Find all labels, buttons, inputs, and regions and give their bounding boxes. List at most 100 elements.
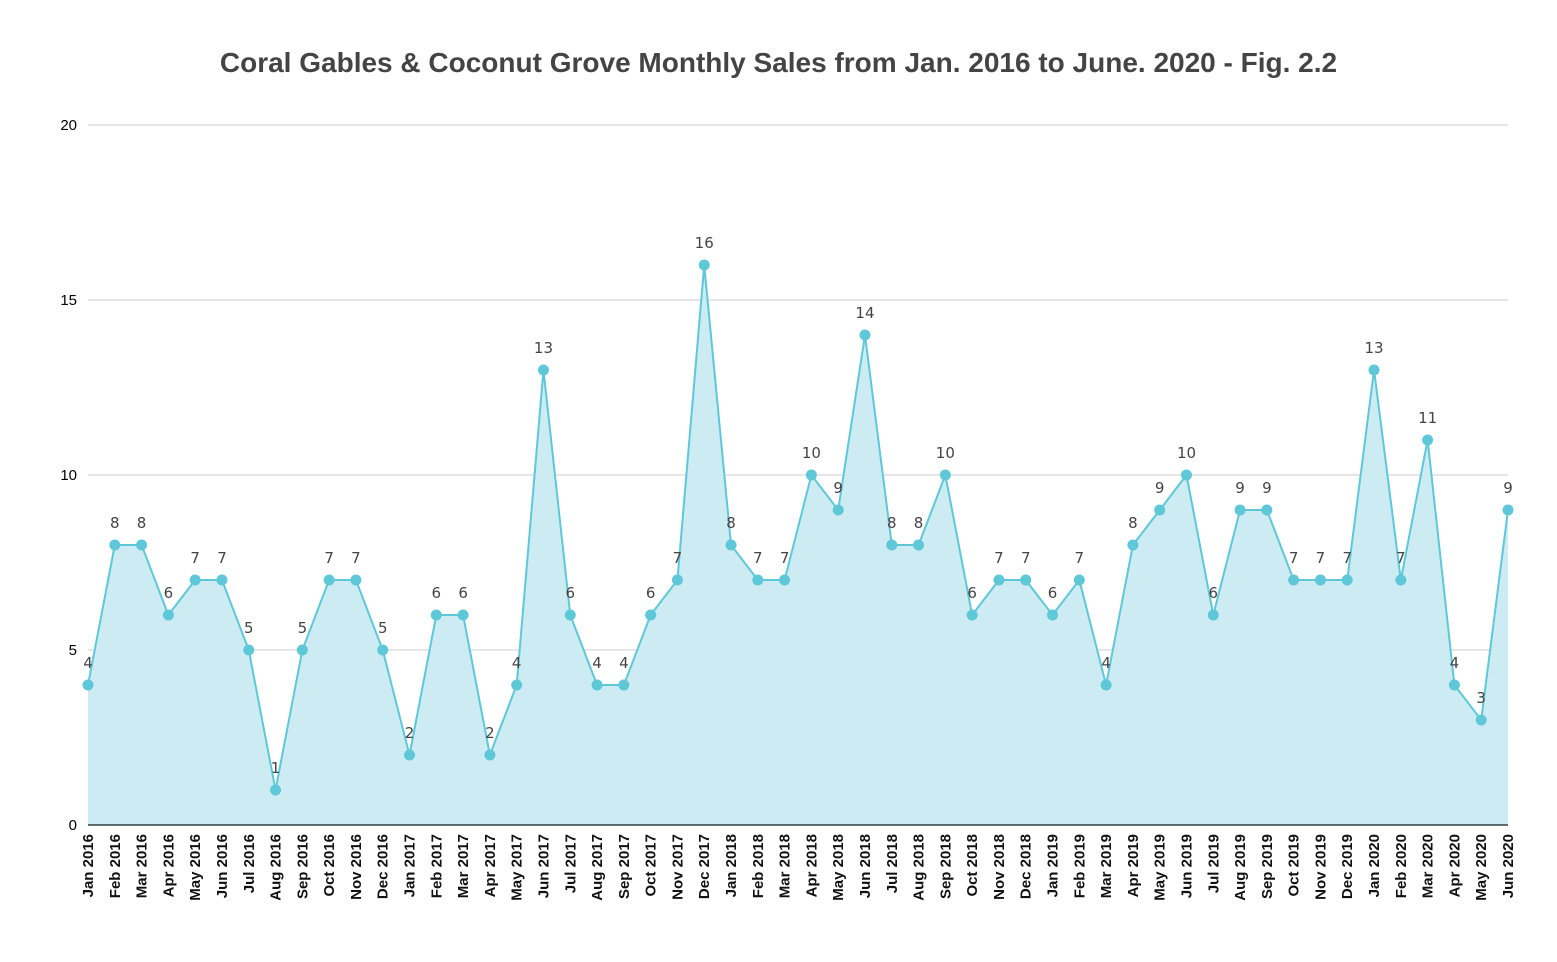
data-label: 9	[1235, 479, 1245, 497]
x-tick-label: Jul 2017	[562, 834, 579, 893]
data-label: 4	[592, 654, 602, 672]
x-tick-label: Jul 2019	[1205, 834, 1222, 893]
x-tick-label: Jan 2016	[80, 834, 97, 897]
data-point	[591, 679, 603, 691]
x-tick-label: Mar 2018	[777, 834, 794, 898]
data-point	[1234, 504, 1246, 516]
data-points	[82, 259, 1514, 796]
x-tick-label: Oct 2019	[1286, 834, 1303, 897]
x-tick-label: Jan 2020	[1366, 834, 1383, 897]
data-point	[323, 574, 335, 586]
data-label: 7	[1021, 549, 1031, 567]
data-point	[511, 679, 523, 691]
data-point	[645, 609, 657, 621]
data-point	[1020, 574, 1032, 586]
data-point	[1422, 434, 1434, 446]
x-tick-label: May 2017	[509, 834, 526, 901]
data-label: 7	[1075, 549, 1085, 567]
data-point	[993, 574, 1005, 586]
data-label: 9	[833, 479, 843, 497]
data-point	[243, 644, 255, 656]
x-tick-label: Feb 2019	[1071, 834, 1088, 898]
data-point	[618, 679, 630, 691]
x-tick-label: Nov 2016	[348, 834, 365, 900]
data-point	[779, 574, 791, 586]
data-point	[1180, 469, 1192, 481]
x-tick-label: Oct 2016	[321, 834, 338, 897]
x-tick-label: Apr 2020	[1446, 834, 1463, 897]
data-label: 7	[994, 549, 1004, 567]
data-point	[564, 609, 576, 621]
data-point	[1502, 504, 1514, 516]
data-label: 4	[1450, 654, 1460, 672]
data-point	[82, 679, 94, 691]
data-label: 4	[619, 654, 629, 672]
x-tick-label: Mar 2017	[455, 834, 472, 898]
x-tick-label: May 2020	[1473, 834, 1490, 901]
x-tick-label: Oct 2018	[964, 834, 981, 897]
x-tick-label: Nov 2017	[669, 834, 686, 900]
data-label: 6	[432, 584, 442, 602]
x-tick-label: Aug 2017	[589, 834, 606, 901]
x-tick-label: Apr 2019	[1125, 834, 1142, 897]
data-point	[1314, 574, 1326, 586]
data-point	[109, 539, 121, 551]
data-point	[1341, 574, 1353, 586]
x-tick-label: Jun 2020	[1500, 834, 1517, 898]
data-point	[350, 574, 362, 586]
line-layer	[87, 264, 1509, 791]
data-label: 7	[673, 549, 683, 567]
data-label: 3	[1476, 689, 1486, 707]
data-label: 2	[405, 724, 415, 742]
x-tick-label: Aug 2018	[911, 834, 928, 901]
y-tick-label: 10	[60, 467, 77, 484]
data-label: 11	[1418, 409, 1437, 427]
data-point	[913, 539, 925, 551]
data-point	[1261, 504, 1273, 516]
data-label: 10	[1177, 444, 1196, 462]
data-label: 13	[534, 339, 553, 357]
data-label: 7	[1342, 549, 1352, 567]
data-point	[537, 364, 549, 376]
x-tick-label: Mar 2016	[134, 834, 151, 898]
data-point	[270, 784, 282, 796]
data-label: 6	[1209, 584, 1219, 602]
data-point	[939, 469, 951, 481]
data-point	[189, 574, 201, 586]
data-label: 8	[726, 514, 736, 532]
y-tick-label: 5	[69, 642, 77, 659]
data-point	[1047, 609, 1059, 621]
area-fill	[88, 265, 1508, 825]
data-label: 14	[855, 304, 874, 322]
data-label: 6	[458, 584, 468, 602]
x-axis-ticks: Jan 2016 Feb 2016 Mar 2016 Apr 2016 May 2016…	[80, 834, 1517, 901]
data-point	[216, 574, 228, 586]
data-point	[966, 609, 978, 621]
data-label: 8	[914, 514, 924, 532]
y-tick-label: 0	[69, 817, 77, 834]
x-tick-label: Aug 2019	[1232, 834, 1249, 901]
data-label: 7	[324, 549, 334, 567]
data-label: 7	[217, 549, 227, 567]
x-tick-label: Apr 2017	[482, 834, 499, 897]
data-label: 1	[271, 759, 281, 777]
x-tick-label: Aug 2016	[268, 834, 285, 901]
x-tick-label: Jul 2016	[241, 834, 258, 893]
x-tick-label: Jun 2018	[857, 834, 874, 898]
x-tick-label: May 2016	[187, 834, 204, 901]
x-tick-label: Feb 2017	[428, 834, 445, 898]
data-point	[484, 749, 496, 761]
x-tick-label: Jan 2018	[723, 834, 740, 897]
data-label: 5	[298, 619, 308, 637]
area-layer	[88, 265, 1508, 825]
data-label: 16	[695, 234, 714, 252]
x-tick-label: Jun 2016	[214, 834, 231, 898]
data-label: 4	[512, 654, 522, 672]
data-point	[377, 644, 389, 656]
data-point	[725, 539, 737, 551]
data-label: 6	[646, 584, 656, 602]
data-label: 7	[351, 549, 361, 567]
data-label: 2	[485, 724, 495, 742]
x-tick-label: May 2019	[1152, 834, 1169, 901]
